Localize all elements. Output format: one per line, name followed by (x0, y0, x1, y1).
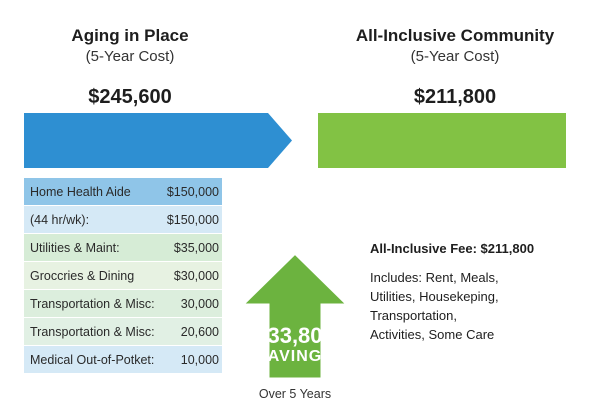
cost-row: Utilities & Maint: $35,000 (24, 234, 222, 261)
cost-row: Medical Out-of-Potket: 10,000 (24, 346, 222, 373)
cost-row-value: $35,000 (173, 240, 219, 255)
community-title: All-Inclusive Community (355, 26, 555, 45)
cost-row: Home Health Aide $150,000 (24, 178, 222, 205)
aging-in-place-total: $245,600 (88, 86, 172, 108)
includes-line: Activities, Some Care (370, 327, 495, 342)
cost-row-value: 20,600 (180, 324, 219, 339)
cost-row-value: $30,000 (173, 268, 219, 283)
cost-row: (44 hr/wk): $150,000 (24, 206, 222, 233)
aging-cost-arrow (24, 113, 292, 168)
cost-row-value: $150,000 (166, 212, 219, 227)
savings-up-arrow-icon (238, 250, 352, 381)
fee-label: All-Inclusive Fee: (370, 241, 477, 256)
community-cost-bar (318, 113, 566, 168)
cost-row-label: Transportation & Misc: (30, 296, 155, 311)
cost-row-label: Utilities & Maint: (30, 240, 120, 255)
savings-label: SAVINGS (256, 348, 334, 365)
cost-row-value: 10,000 (180, 352, 219, 367)
savings-caption: Over 5 Years (258, 387, 332, 401)
cost-row-value: 30,000 (180, 296, 219, 311)
savings-amount: $33,800 (255, 323, 335, 348)
fee-value: $211,800 (480, 241, 535, 256)
includes-line: Transportation, (370, 308, 457, 323)
aging-in-place-subtitle: (5-Year Cost) (85, 48, 175, 65)
includes-line: Includes: Rent, Meals, (370, 270, 499, 285)
cost-row-value: $150,000 (166, 184, 219, 199)
cost-row: Transportation & Misc: 30,000 (24, 290, 222, 317)
community-subtitle: (5-Year Cost) (410, 48, 500, 65)
cost-row-label: Home Health Aide (30, 184, 131, 199)
cost-row-label: Transportation & Misc: (30, 324, 155, 339)
community-total: $211,800 (413, 86, 497, 108)
cost-row: Transportation & Misc: 20,600 (24, 318, 222, 345)
cost-row-label: Groccries & Dining (30, 268, 135, 283)
cost-row-label: Medical Out-of-Potket: (30, 352, 155, 367)
cost-row-label: (44 hr/wk): (30, 212, 90, 227)
includes-list: Includes: Rent, Meals, Utilities, Houseke… (370, 268, 580, 344)
all-inclusive-fee: All-Inclusive Fee: $211,800 (370, 241, 534, 256)
aging-in-place-title: Aging in Place (71, 26, 189, 45)
cost-row: Groccries & Dining $30,000 (24, 262, 222, 289)
cost-breakdown-table: Home Health Aide $150,000 (44 hr/wk): $150,… (24, 178, 222, 374)
includes-line: Utilities, Housekeping, (370, 289, 499, 304)
